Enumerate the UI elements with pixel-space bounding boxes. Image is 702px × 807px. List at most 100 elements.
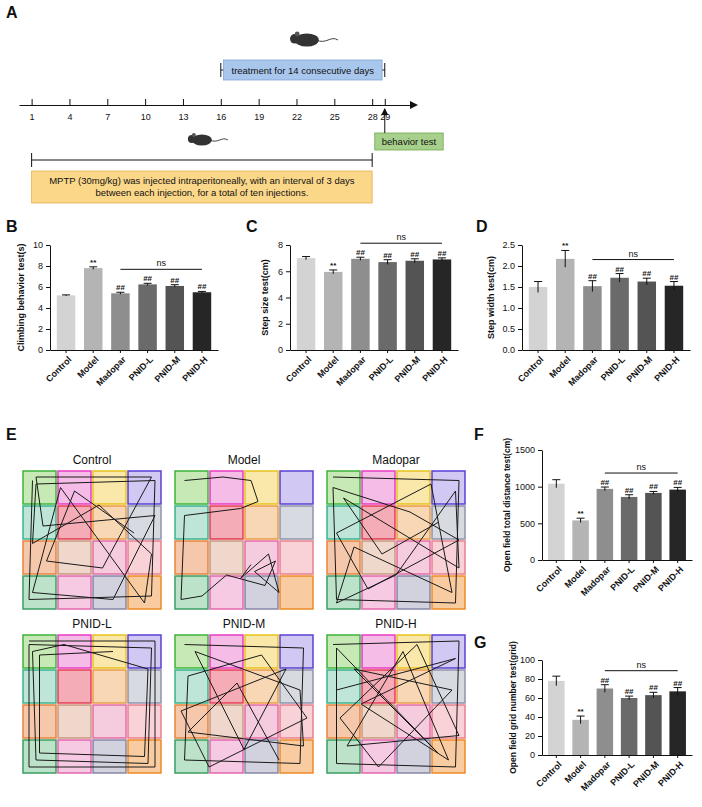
y-tick: 6 bbox=[38, 282, 50, 292]
ns-label: ns bbox=[628, 249, 638, 259]
arena-cell bbox=[280, 705, 313, 738]
timeline-panel: 1471013161922252829treatment for 14 cons… bbox=[20, 32, 444, 203]
arena-cell bbox=[128, 576, 161, 609]
arena-cell bbox=[397, 705, 430, 738]
x-axis: ControlModelMadoparPNID-LPNID-MPNID-H bbox=[534, 560, 692, 598]
open-field-panel: Madopar bbox=[327, 453, 465, 609]
y-axis-line bbox=[522, 246, 523, 351]
y-axis-line bbox=[50, 246, 51, 351]
tick-mark bbox=[518, 329, 522, 330]
tick-mark bbox=[259, 99, 260, 105]
error-bar-stem bbox=[592, 281, 593, 292]
arena-cell bbox=[128, 471, 161, 504]
y-axis: 0.00.51.01.52.02.5 bbox=[502, 240, 522, 355]
arena-cell bbox=[175, 576, 208, 609]
bar-panel: 020406080100ControlModelMadoparPNID-LPNI… bbox=[508, 641, 693, 793]
x-tick-label: Control bbox=[44, 354, 74, 384]
y-tick-label: 2.5 bbox=[502, 240, 515, 250]
error-bar bbox=[643, 278, 651, 285]
tick-mark bbox=[604, 560, 605, 563]
x-axis: ControlModelMadoparPNID-LPNID-MPNID-H bbox=[516, 350, 691, 388]
y-tick-label: 2.0 bbox=[502, 261, 515, 271]
y-tick: 0 bbox=[530, 555, 542, 565]
arena-cell bbox=[280, 471, 313, 504]
bar bbox=[378, 262, 396, 350]
y-tick-label: 1500 bbox=[515, 445, 535, 455]
y-tick-label: 0 bbox=[278, 345, 283, 355]
arena-cell bbox=[58, 576, 91, 609]
error-bar bbox=[89, 267, 97, 270]
tick-mark bbox=[556, 755, 557, 758]
y-tick-label: 20 bbox=[525, 731, 535, 741]
x-tick: PNID-M bbox=[625, 350, 655, 384]
bar bbox=[572, 720, 589, 755]
arena-cell bbox=[175, 506, 208, 539]
error-bar-stem bbox=[556, 480, 557, 488]
arena-cell bbox=[93, 541, 126, 574]
significance-label: ## bbox=[600, 676, 609, 685]
tick-mark bbox=[518, 350, 522, 351]
y-tick: 0 bbox=[278, 345, 290, 355]
arena-cell bbox=[362, 635, 395, 668]
timeline-tick-label: 22 bbox=[292, 112, 302, 122]
tick-mark bbox=[387, 350, 388, 353]
arena-cell bbox=[210, 576, 243, 609]
arena-cell bbox=[432, 471, 465, 504]
error-bar-stem bbox=[556, 676, 557, 686]
timeline-tick: 1 bbox=[30, 99, 35, 122]
x-tick: PNID-H bbox=[180, 350, 209, 383]
arena-cell bbox=[58, 740, 91, 773]
y-tick: 10 bbox=[33, 240, 50, 250]
bar bbox=[621, 698, 638, 755]
y-axis: 02468 bbox=[278, 240, 291, 355]
figure: A1471013161922252829treatment for 14 con… bbox=[0, 0, 702, 807]
bracket-end bbox=[220, 63, 221, 77]
significance-label: ** bbox=[577, 707, 584, 716]
panel-letter: A bbox=[6, 4, 18, 21]
y-tick-label: 40 bbox=[525, 712, 535, 722]
tick-mark bbox=[201, 350, 202, 353]
error-bar bbox=[552, 676, 560, 686]
y-tick-label: 1.5 bbox=[502, 282, 515, 292]
error-bar-stem bbox=[414, 259, 415, 263]
arena-cell bbox=[432, 576, 465, 609]
x-axis-line bbox=[523, 350, 691, 351]
x-axis-line bbox=[543, 560, 693, 561]
y-tick-label: 10 bbox=[33, 240, 43, 250]
error-bar-stem bbox=[538, 282, 539, 293]
error-bar bbox=[649, 692, 657, 698]
y-tick: 4 bbox=[278, 293, 290, 303]
ns-line bbox=[360, 243, 442, 244]
tick-mark bbox=[334, 99, 335, 105]
y-axis-line bbox=[290, 246, 291, 351]
error-bar bbox=[356, 257, 364, 260]
significance-label: ## bbox=[673, 679, 682, 688]
y-tick-label: 500 bbox=[520, 519, 535, 529]
error-bar-cap bbox=[552, 676, 560, 677]
arena-cell bbox=[397, 576, 430, 609]
y-axis-line bbox=[542, 661, 543, 756]
injection-bracket bbox=[32, 153, 373, 167]
y-tick-label: 1000 bbox=[515, 482, 535, 492]
x-tick: Madopar bbox=[579, 755, 613, 793]
ns-label: ns bbox=[156, 258, 166, 268]
tick-mark bbox=[538, 487, 542, 488]
x-tick: PNID-L bbox=[127, 350, 156, 383]
tick-mark bbox=[46, 266, 50, 267]
open-field-panel: PNID-L bbox=[23, 617, 161, 773]
tick-mark bbox=[677, 560, 678, 563]
error-bar bbox=[649, 491, 657, 494]
error-bar-stem bbox=[387, 260, 388, 265]
arena-cell bbox=[362, 541, 395, 574]
timeline-tick: 7 bbox=[105, 99, 110, 122]
y-tick: 2.0 bbox=[502, 261, 522, 271]
arena-cell bbox=[362, 740, 395, 773]
error-bar-cap bbox=[62, 294, 70, 295]
timeline-tick-label: 13 bbox=[178, 112, 188, 122]
bar bbox=[138, 284, 156, 350]
x-tick-label: PNID-H bbox=[180, 354, 209, 383]
x-tick-label: PNID-H bbox=[656, 759, 685, 788]
tick-mark bbox=[677, 755, 678, 758]
tick-mark bbox=[556, 560, 557, 563]
x-tick-label: PNID-M bbox=[625, 354, 655, 384]
